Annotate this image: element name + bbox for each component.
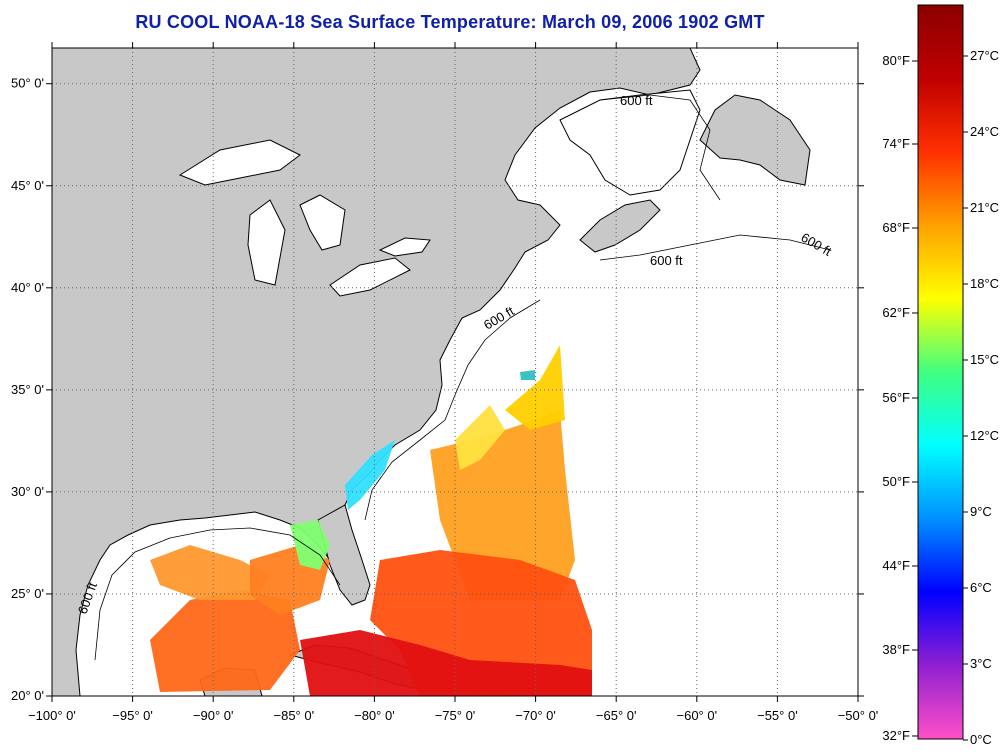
- colorbar-f-label: 62°F: [882, 305, 910, 320]
- lon-tick-label: −85° 0': [274, 708, 315, 723]
- great-lakes: [178, 139, 431, 297]
- colorbar-f-label: 80°F: [882, 53, 910, 68]
- land-nova-scotia: [579, 199, 661, 253]
- colorbar-c-label: 15°C: [970, 352, 999, 367]
- lon-tick-label: −80° 0': [354, 708, 395, 723]
- lat-tick-label: 30° 0': [11, 484, 44, 499]
- lat-tick-label: 40° 0': [11, 280, 44, 295]
- colorbar-c-label: 0°C: [970, 732, 992, 747]
- sst-patch-florida-shelf: [290, 520, 330, 570]
- lon-tick-label: −55° 0': [757, 708, 798, 723]
- map-frame: [51, 47, 859, 697]
- colorbar-f-label: 68°F: [882, 220, 910, 235]
- sst-patch-gulf-west: [150, 545, 270, 600]
- lat-tick-label: 50° 0': [11, 76, 44, 91]
- lon-tick-label: −70° 0': [515, 708, 556, 723]
- sst-patch-gulfstream-edge: [455, 405, 505, 470]
- colorbar-c-label: 18°C: [970, 276, 999, 291]
- lon-tick-label: −65° 0': [596, 708, 637, 723]
- lon-tick-label: −75° 0': [435, 708, 476, 723]
- sst-patch-gulf-south: [150, 590, 300, 692]
- colorbar-f-label: 56°F: [882, 390, 910, 405]
- colorbar-f-label: 50°F: [882, 474, 910, 489]
- lon-tick-label: −60° 0': [677, 708, 718, 723]
- map-title: RU COOL NOAA-18 Sea Surface Temperature:…: [135, 12, 765, 32]
- isobath-label-gulf-of-maine: 600 ft: [650, 253, 683, 268]
- colorbar-c-label: 9°C: [970, 504, 992, 519]
- lon-tick-label: −95° 0': [112, 708, 153, 723]
- colorbar-f-label: 38°F: [882, 642, 910, 657]
- sst-patch-north: [505, 345, 565, 430]
- colorbar-c-label: 12°C: [970, 428, 999, 443]
- land-newfoundland: [699, 94, 811, 186]
- colorbar-f-label: 32°F: [882, 728, 910, 743]
- lat-tick-label: 35° 0': [11, 382, 44, 397]
- colorbar-gradient: [917, 4, 964, 740]
- lon-tick-label: −90° 0': [193, 708, 234, 723]
- isobath-label-st-lawrence: 600 ft: [620, 93, 653, 108]
- sst-patch-cold-eddy: [520, 370, 535, 380]
- lat-tick-label: 45° 0': [11, 178, 44, 193]
- sst-data-field: [150, 345, 592, 696]
- colorbar-c-label: 3°C: [970, 656, 992, 671]
- colorbar-c-label: 6°C: [970, 580, 992, 595]
- sst-patch-caribbean: [300, 630, 592, 696]
- colorbar-c-label: 27°C: [970, 48, 999, 63]
- lat-tick-label: 25° 0': [11, 586, 44, 601]
- lon-tick-label: −50° 0': [838, 708, 879, 723]
- colorbar-f-label: 44°F: [882, 558, 910, 573]
- graticule: −100° 0' −95° 0' −90° 0' −85° 0' −80° 0' −75°…: [11, 42, 878, 723]
- colorbar-f-label: 74°F: [882, 136, 910, 151]
- colorbar-c-label: 21°C: [970, 200, 999, 215]
- sst-patch-carolina-shelf: [345, 440, 395, 510]
- lat-tick-label: 20° 0': [11, 688, 44, 703]
- colorbar-c-label: 24°C: [970, 124, 999, 139]
- lon-tick-label: −100° 0': [28, 708, 76, 723]
- gulf-st-lawrence: [559, 89, 701, 196]
